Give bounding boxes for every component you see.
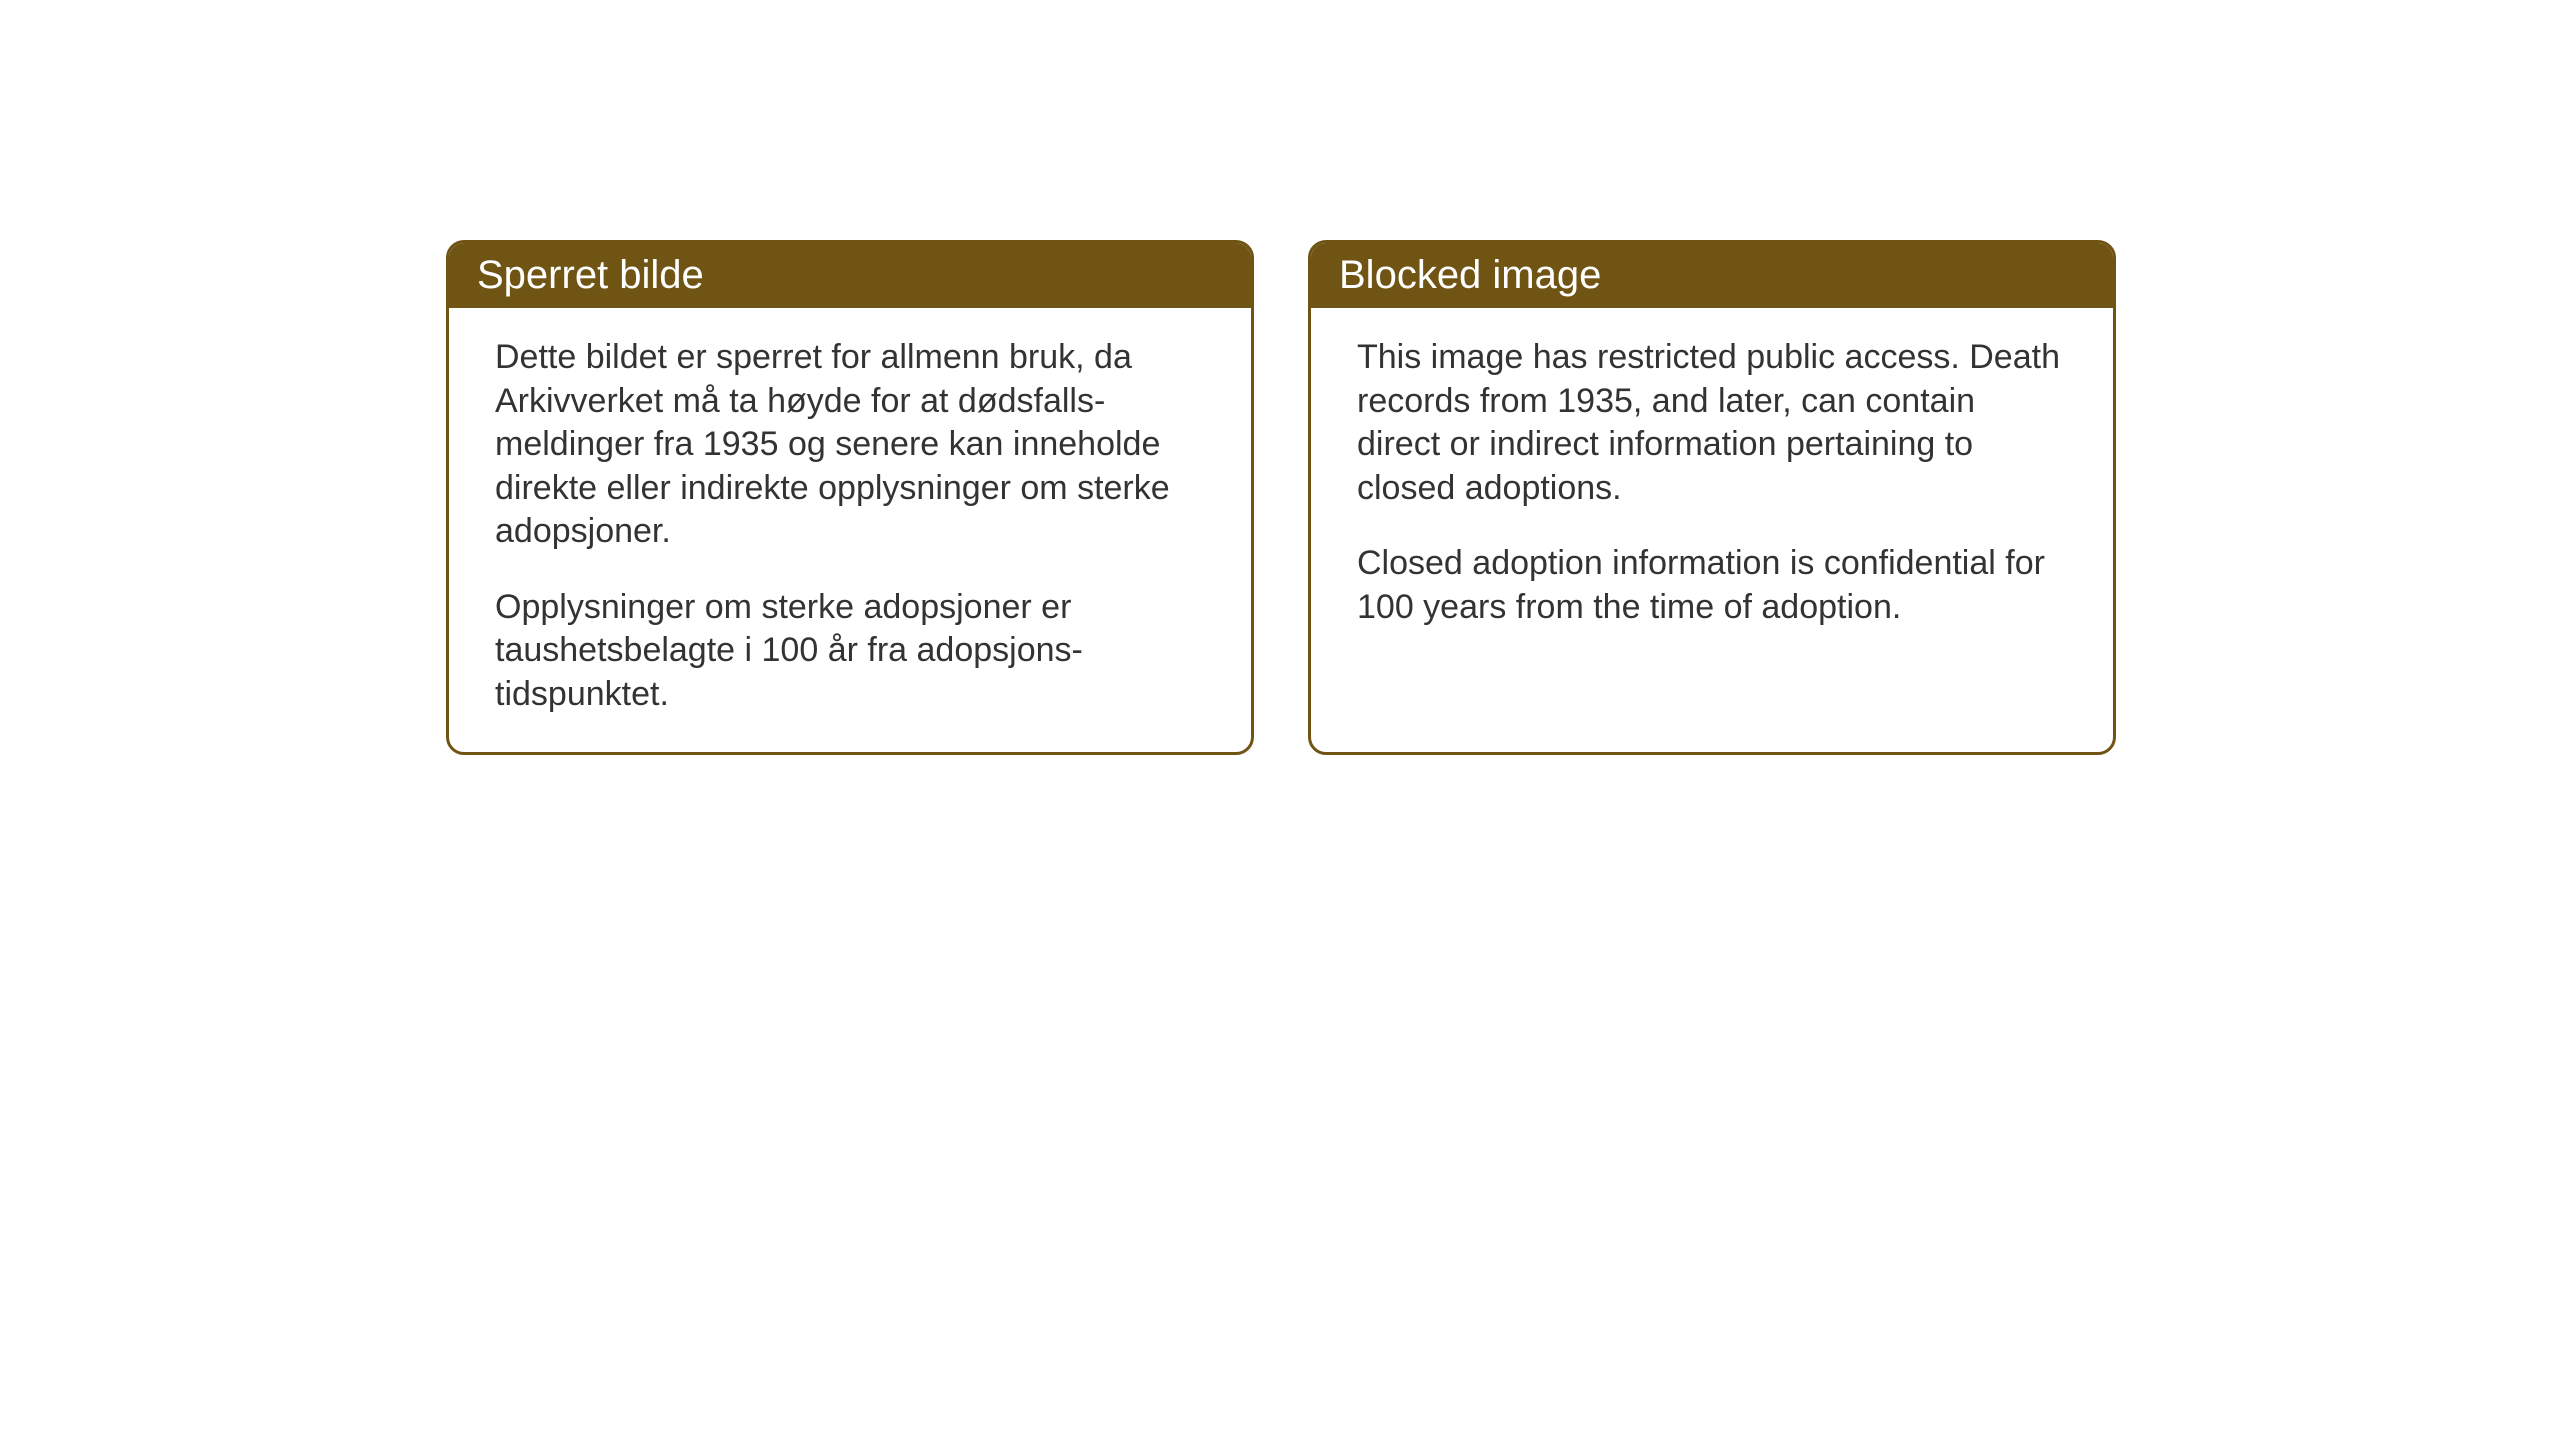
card-body-norwegian: Dette bildet er sperret for allmenn bruk… <box>449 308 1251 752</box>
card-english: Blocked image This image has restricted … <box>1308 240 2116 755</box>
card-paragraph: Dette bildet er sperret for allmenn bruk… <box>495 336 1205 554</box>
card-body-english: This image has restricted public access.… <box>1311 308 2113 665</box>
card-norwegian: Sperret bilde Dette bildet er sperret fo… <box>446 240 1254 755</box>
card-title-english: Blocked image <box>1339 253 1601 297</box>
card-paragraph: This image has restricted public access.… <box>1357 336 2067 510</box>
card-title-norwegian: Sperret bilde <box>477 253 704 297</box>
card-header-norwegian: Sperret bilde <box>449 243 1251 308</box>
cards-container: Sperret bilde Dette bildet er sperret fo… <box>446 240 2116 755</box>
card-header-english: Blocked image <box>1311 243 2113 308</box>
card-paragraph: Opplysninger om sterke adopsjoner er tau… <box>495 586 1205 717</box>
card-paragraph: Closed adoption information is confident… <box>1357 542 2067 629</box>
